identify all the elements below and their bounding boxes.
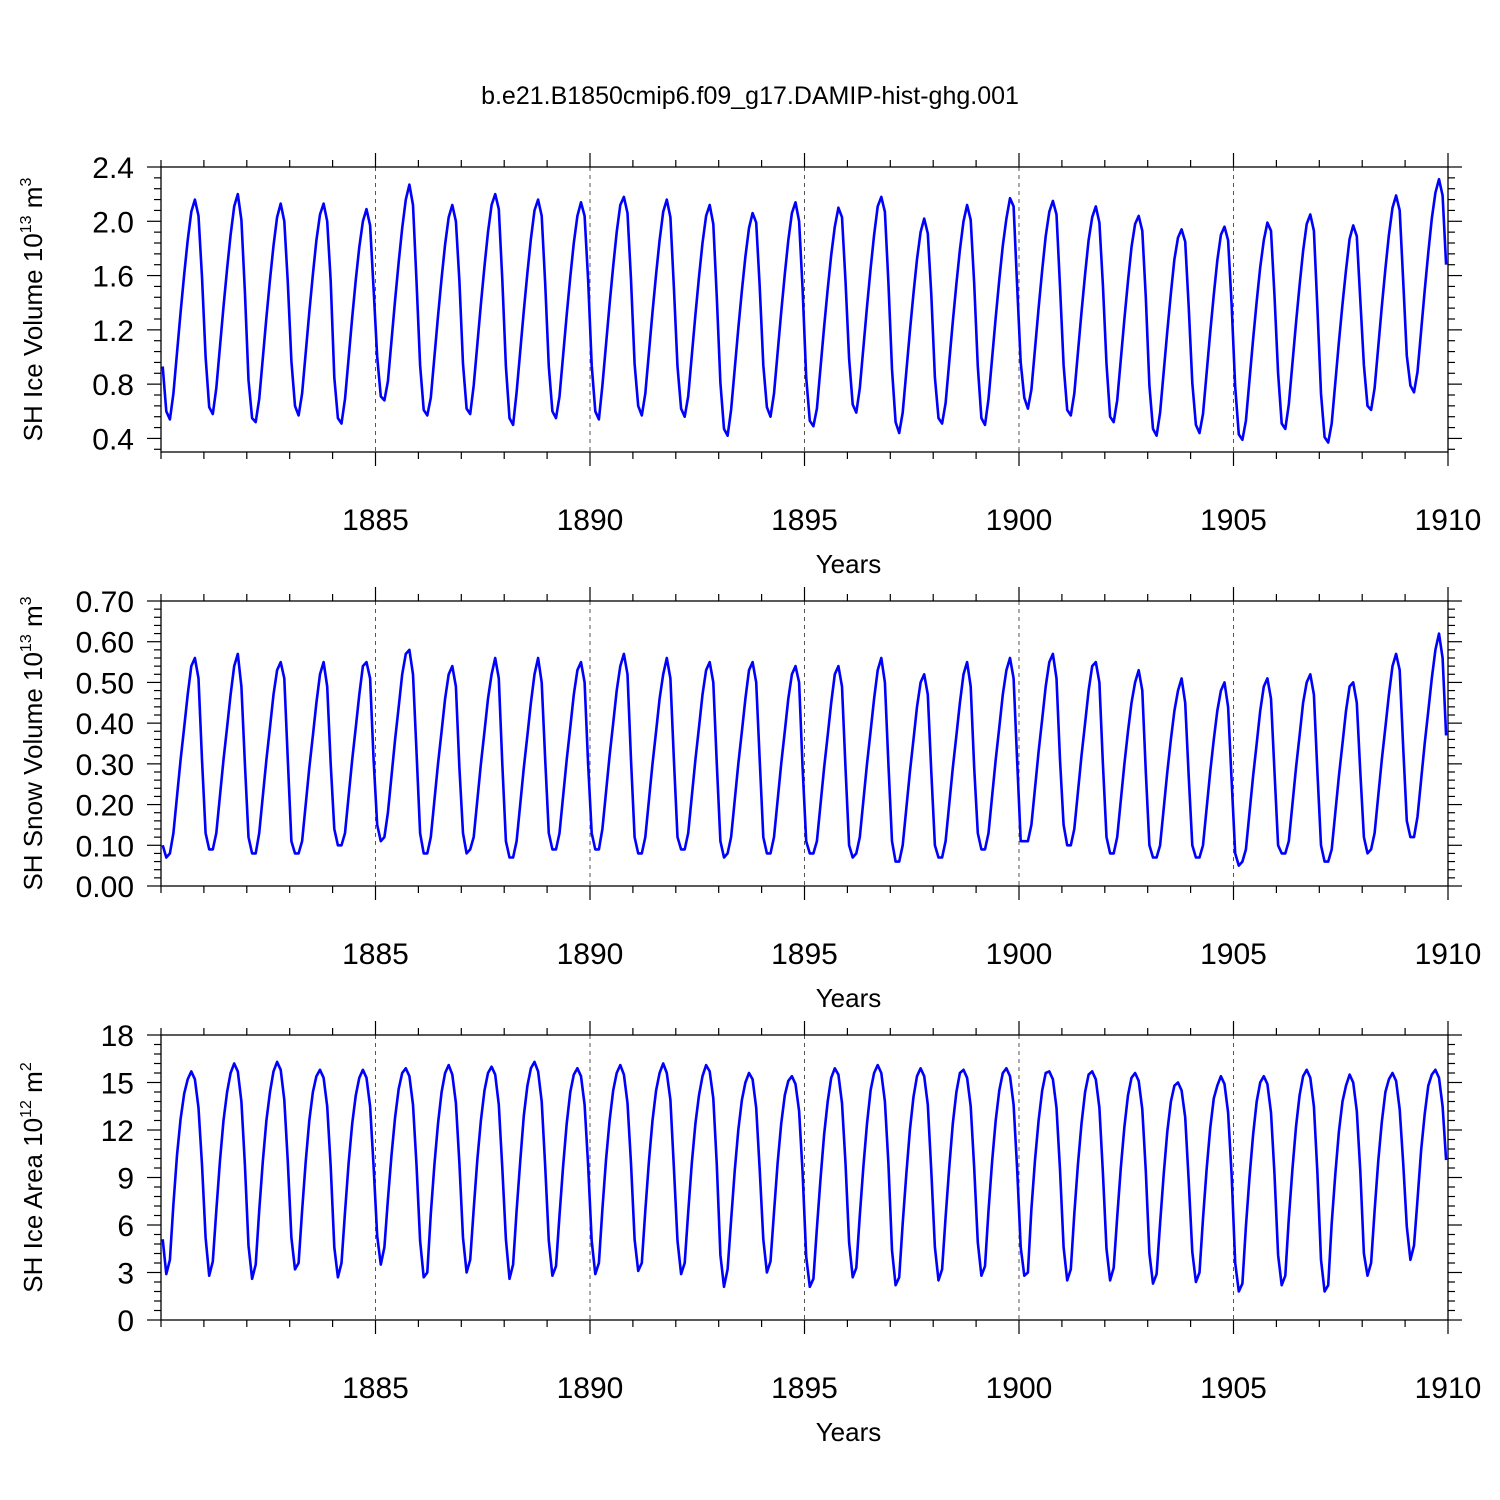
y-tick-label: 0.60 xyxy=(76,627,134,660)
x-tick-label: 1885 xyxy=(342,504,409,537)
x-tick-label: 1890 xyxy=(557,504,624,537)
x-tick-label: 1905 xyxy=(1200,504,1267,537)
y-tick-label: 0.4 xyxy=(92,423,134,456)
x-tick-label: 1910 xyxy=(1415,938,1482,971)
series-line xyxy=(161,632,1448,867)
series-line xyxy=(161,177,1448,444)
y-tick-label: 15 xyxy=(101,1068,134,1101)
x-tick-label: 1895 xyxy=(771,1372,838,1405)
x-tick-label: 1900 xyxy=(986,1372,1053,1405)
x-tick-label: 1895 xyxy=(771,504,838,537)
y-tick-label: 1.2 xyxy=(92,315,134,348)
x-tick-label: 1905 xyxy=(1200,938,1267,971)
y-tick-label: 1.6 xyxy=(92,261,134,294)
y-tick-label: 0.30 xyxy=(76,749,134,782)
y-tick-label: 18 xyxy=(101,1020,134,1053)
x-tick-label: 1910 xyxy=(1415,1372,1482,1405)
y-axis-title: SH Ice Area 1012 m2 xyxy=(18,1062,48,1293)
x-axis-title: Years xyxy=(816,1417,882,1447)
ice-volume-panel: 1885 1890 1895 1900 1905 1910 0.4 0.8 1.2 1.6 2.0 2… xyxy=(18,152,1481,579)
figure-title: b.e21.B1850cmip6.f09_g17.DAMIP-hist-ghg.… xyxy=(481,82,1019,110)
y-axis-title: SH Snow Volume 1013 m3 xyxy=(18,596,48,890)
y-tick-label: 0.70 xyxy=(76,586,134,619)
y-tick-label: 0.40 xyxy=(76,708,134,741)
y-tick-label: 12 xyxy=(101,1115,134,1148)
x-axis-title: Years xyxy=(816,549,882,579)
y-tick-label: 6 xyxy=(117,1210,134,1243)
x-tick-label: 1890 xyxy=(557,1372,624,1405)
y-tick-label: 2.4 xyxy=(92,152,134,185)
x-tick-label: 1885 xyxy=(342,938,409,971)
y-tick-label: 0.8 xyxy=(92,369,134,402)
y-tick-label: 0.20 xyxy=(76,790,134,823)
y-tick-label: 0.50 xyxy=(76,667,134,700)
y-tick-label: 3 xyxy=(117,1258,134,1291)
y-axis-title: SH Ice Volume 1013 m3 xyxy=(18,178,48,442)
y-tick-label: 0.10 xyxy=(76,830,134,863)
ice-area-panel: 1885 1890 1895 1900 1905 1910 0 3 6 9 12 15 18 Years S… xyxy=(18,1020,1481,1447)
x-tick-label: 1885 xyxy=(342,1372,409,1405)
series-line xyxy=(161,1060,1448,1293)
x-tick-label: 1905 xyxy=(1200,1372,1267,1405)
x-tick-label: 1895 xyxy=(771,938,838,971)
x-tick-label: 1900 xyxy=(986,938,1053,971)
y-tick-label: 9 xyxy=(117,1163,134,1196)
y-tick-label: 2.0 xyxy=(92,206,134,239)
x-tick-label: 1890 xyxy=(557,938,624,971)
snow-volume-panel: 1885 1890 1895 1900 1905 1910 0.00 0.10 0.20 0.30… xyxy=(18,586,1481,1013)
y-tick-label: 0 xyxy=(117,1305,134,1338)
x-tick-label: 1900 xyxy=(986,504,1053,537)
y-tick-label: 0.00 xyxy=(76,871,134,904)
x-axis-title: Years xyxy=(816,983,882,1013)
x-tick-label: 1910 xyxy=(1415,504,1482,537)
